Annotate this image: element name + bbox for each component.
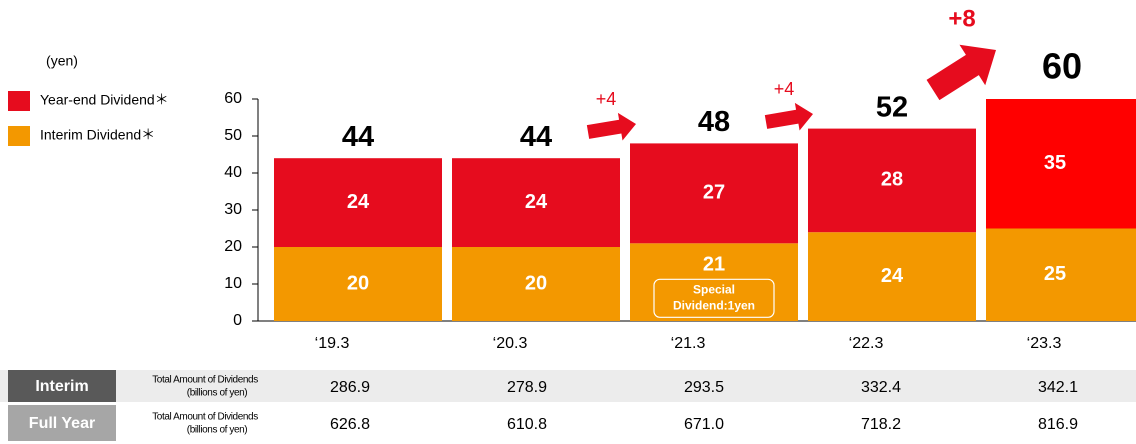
- row-label: (billions of yen): [187, 388, 248, 399]
- y-tick-label: 40: [224, 164, 242, 181]
- row-label: Total Amount of Dividends: [152, 375, 258, 386]
- row-header-bg: [8, 370, 116, 402]
- table-cell: 626.8: [330, 416, 370, 433]
- x-tick-label: ‘22.3: [849, 335, 884, 352]
- x-tick-label: ‘23.3: [1027, 335, 1062, 352]
- value-label: 35: [1044, 152, 1066, 174]
- bar-segment: [808, 128, 976, 233]
- special-note-frame: [653, 278, 775, 318]
- table-cell: 610.8: [507, 416, 547, 433]
- x-tick-label: ‘21.3: [671, 335, 706, 352]
- total-label: 48: [698, 106, 730, 138]
- growth-arrow: [764, 102, 813, 131]
- y-tick-label: 10: [224, 275, 242, 292]
- table-row-bg: [0, 370, 1136, 402]
- value-label: 20: [347, 272, 369, 294]
- bar-segment: [808, 232, 976, 321]
- row-label: Total Amount of Dividends: [152, 412, 258, 423]
- value-label: 24: [881, 265, 904, 287]
- table-cell: 286.9: [330, 379, 370, 396]
- y-tick-label: 20: [224, 238, 242, 255]
- table-cell: 278.9: [507, 379, 547, 396]
- value-label: 24: [525, 191, 548, 213]
- row-header: Full Year: [29, 415, 95, 432]
- annotation: +4: [774, 79, 795, 99]
- legend-swatch: [8, 91, 30, 111]
- growth-arrow: [926, 44, 996, 101]
- table-cell: 293.5: [684, 379, 724, 396]
- row-header: Interim: [35, 378, 88, 395]
- x-tick-label: ‘19.3: [315, 335, 350, 352]
- bar-segment: [986, 228, 1136, 321]
- bar-segment: [630, 143, 798, 244]
- bar-segment: [274, 158, 442, 247]
- total-label: 44: [342, 121, 374, 153]
- growth-arrow: [586, 112, 636, 141]
- y-axis-label: (yen): [46, 53, 78, 69]
- legend-label: Interim Dividend＊: [40, 127, 155, 143]
- table-cell: 671.0: [684, 416, 724, 433]
- table-cell: 332.4: [861, 379, 901, 396]
- value-label: 27: [703, 182, 725, 204]
- bar-segment: [452, 247, 620, 321]
- value-label: 24: [347, 191, 370, 213]
- special-note: Special: [693, 282, 735, 296]
- bar-segment: [452, 158, 620, 247]
- legend-label: Year-end Dividend＊: [40, 92, 169, 108]
- row-label: (billions of yen): [187, 425, 248, 436]
- annotation: +8: [948, 5, 975, 32]
- row-header-bg: [8, 405, 116, 441]
- table-cell: 718.2: [861, 416, 901, 433]
- bar-segment: [274, 247, 442, 321]
- bar-segment: [630, 243, 798, 321]
- value-label: 28: [881, 169, 903, 191]
- bar-segment: [986, 99, 1136, 229]
- value-label: 21: [703, 254, 725, 276]
- y-tick-label: 60: [224, 90, 242, 107]
- total-label: 60: [1042, 46, 1082, 87]
- x-tick-label: ‘20.3: [493, 335, 528, 352]
- special-note: Dividend:1yen: [673, 298, 755, 312]
- annotation: +4: [596, 89, 617, 109]
- legend-swatch: [8, 126, 30, 146]
- y-tick-label: 0: [233, 312, 242, 329]
- y-tick-label: 50: [224, 127, 242, 144]
- value-label: 25: [1044, 263, 1066, 285]
- total-label: 44: [520, 121, 552, 153]
- total-label: 52: [876, 91, 908, 123]
- table-cell: 342.1: [1038, 379, 1078, 396]
- value-label: 20: [525, 272, 547, 294]
- y-tick-label: 30: [224, 201, 242, 218]
- table-cell: 816.9: [1038, 416, 1078, 433]
